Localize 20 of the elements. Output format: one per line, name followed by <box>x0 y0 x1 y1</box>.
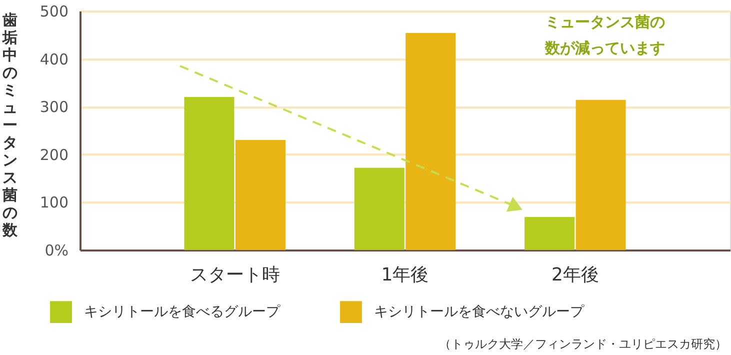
bar <box>524 217 575 250</box>
bar <box>184 97 234 250</box>
legend-label: キシリトールを食べるグループ <box>84 304 281 320</box>
y-tick-label: 400 <box>40 50 68 68</box>
x-tick-label: 2年後 <box>551 264 599 286</box>
bar <box>406 32 456 250</box>
bar <box>576 100 626 250</box>
x-tick-label: スタート時 <box>190 264 280 286</box>
bar <box>354 168 404 250</box>
y-tick-label: 300 <box>40 98 68 116</box>
y-tick-label: 100 <box>40 194 68 212</box>
y-tick-label: 500 <box>40 2 68 20</box>
legend-label: キシリトールを食べないグループ <box>374 304 585 320</box>
bar <box>235 140 286 250</box>
y-tick-label: 0% <box>44 242 68 260</box>
text: （トゥルク大学／フィンランド・ユリピエスカ研究） <box>439 337 727 351</box>
x-tick-label: 1年後 <box>381 264 429 286</box>
annotation: ミュータンス菌の数が減っています <box>544 13 665 57</box>
y-tick-label: 200 <box>40 146 68 164</box>
text: 歯垢中のミュータンス菌の数 <box>2 11 18 239</box>
